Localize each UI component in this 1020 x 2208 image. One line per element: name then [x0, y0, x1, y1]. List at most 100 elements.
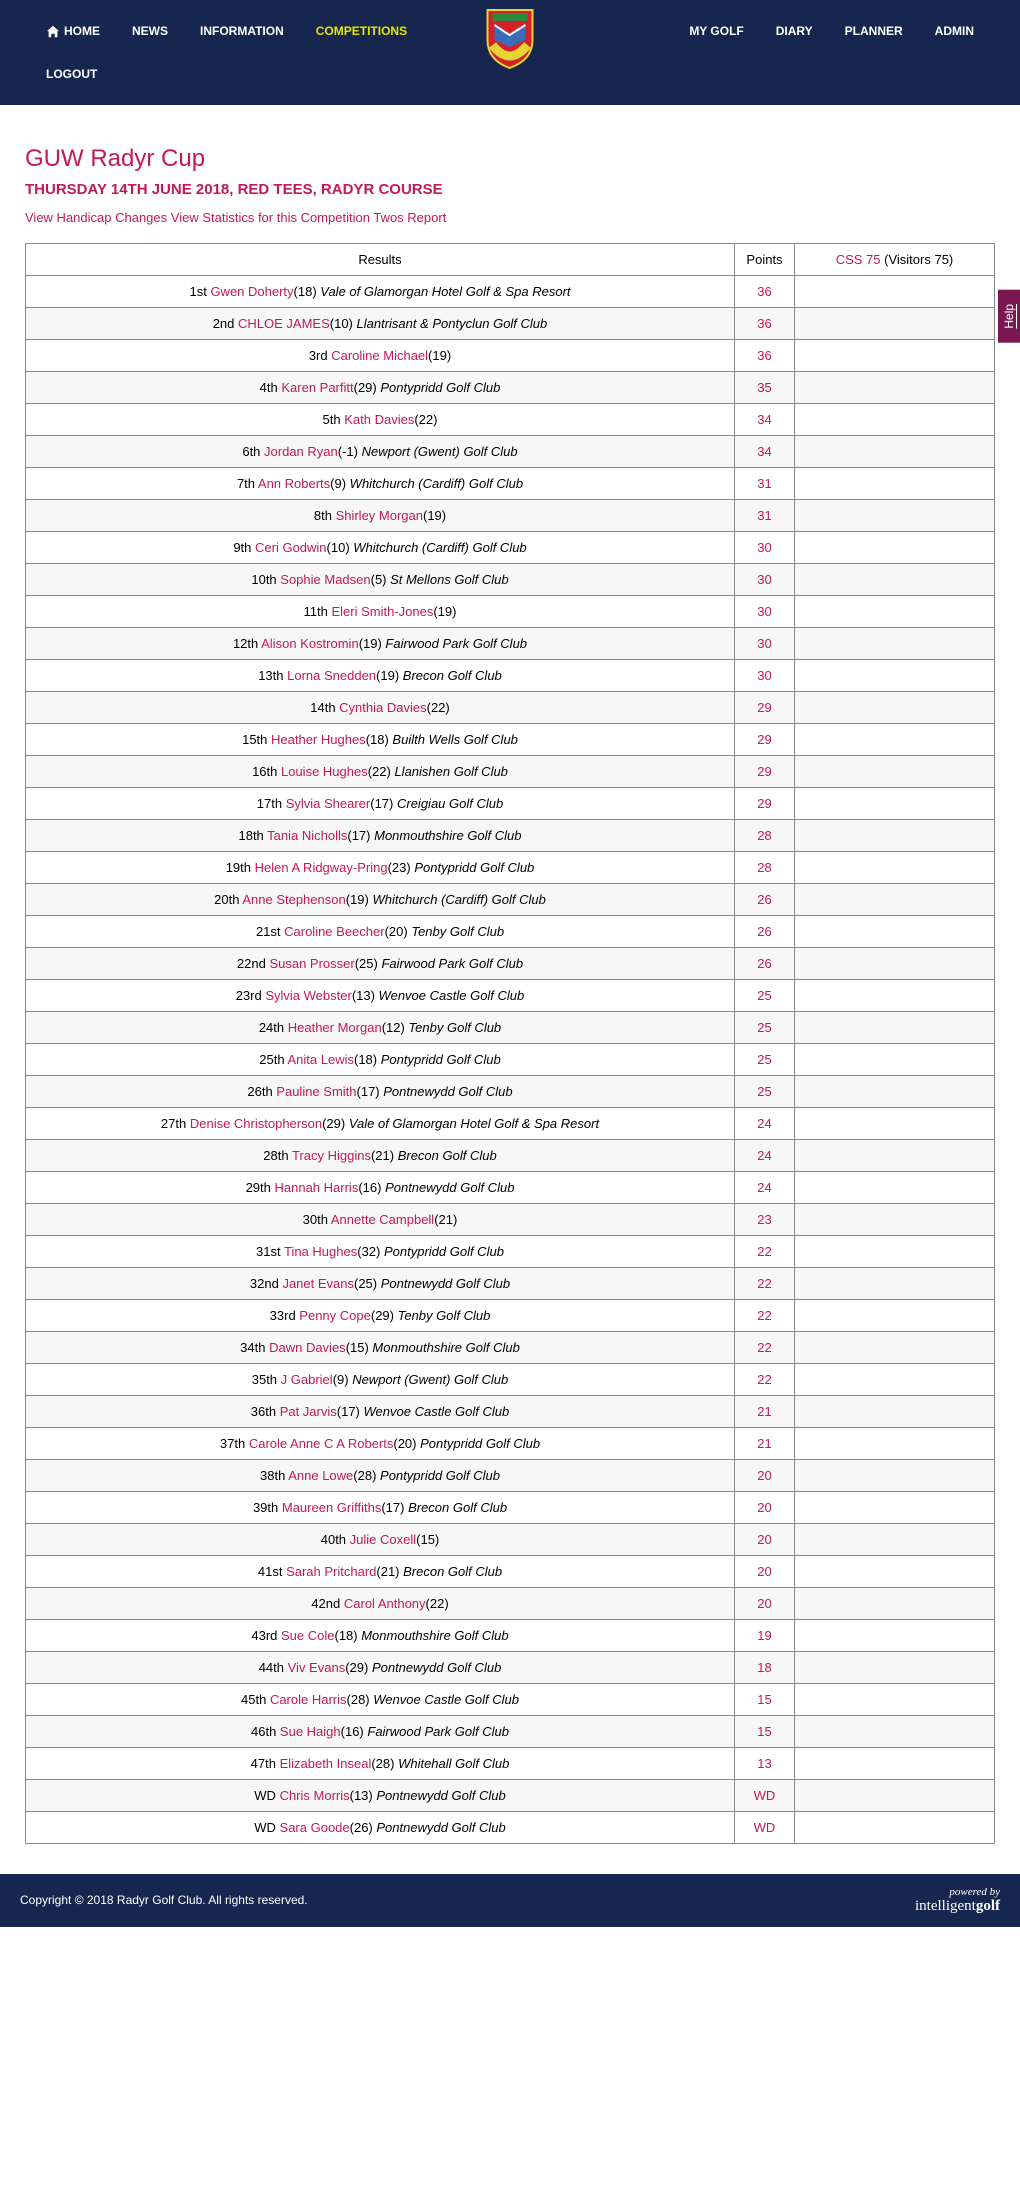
player-link[interactable]: Sue Haigh	[280, 1724, 341, 1739]
player-link[interactable]: Denise Christopherson	[190, 1116, 322, 1131]
player-link[interactable]: Karen Parfitt	[281, 380, 353, 395]
handicap: (15)	[416, 1532, 439, 1547]
points-cell: 21	[735, 1427, 795, 1459]
handicap: (17)	[370, 796, 393, 811]
player-link[interactable]: Anne Lowe	[288, 1468, 353, 1483]
player-link[interactable]: Sylvia Shearer	[286, 796, 371, 811]
nav-mygolf[interactable]: MY GOLF	[673, 10, 759, 52]
player-link[interactable]: Dawn Davies	[269, 1340, 346, 1355]
table-row: 8th Shirley Morgan(19)31	[26, 499, 995, 531]
points-cell: 26	[735, 947, 795, 979]
player-link[interactable]: Susan Prosser	[269, 956, 354, 971]
player-link[interactable]: Helen A Ridgway-Pring	[255, 860, 388, 875]
club-name: Fairwood Park Golf Club	[378, 956, 523, 971]
player-link[interactable]: CHLOE JAMES	[238, 316, 330, 331]
player-link[interactable]: Alison Kostromin	[261, 636, 359, 651]
css-link[interactable]: CSS 75	[836, 252, 881, 267]
nav-planner[interactable]: PLANNER	[829, 10, 919, 52]
club-name: Newport (Gwent) Golf Club	[358, 444, 518, 459]
player-link[interactable]: Anne Stephenson	[242, 892, 345, 907]
club-name: Wenvoe Castle Golf Club	[375, 988, 524, 1003]
position: 30th	[303, 1212, 331, 1227]
player-link[interactable]: Hannah Harris	[275, 1180, 359, 1195]
handicap: (29)	[371, 1308, 394, 1323]
page-title: GUW Radyr Cup	[25, 145, 995, 173]
powered-by[interactable]: powered by intelligentgolf	[915, 1886, 1000, 1915]
player-link[interactable]: Penny Cope	[299, 1308, 371, 1323]
player-link[interactable]: Chris Morris	[280, 1788, 350, 1803]
player-link[interactable]: Heather Morgan	[288, 1020, 382, 1035]
player-link[interactable]: Cynthia Davies	[339, 700, 426, 715]
player-link[interactable]: Sara Goode	[280, 1820, 350, 1835]
table-row: 40th Julie Coxell(15)20	[26, 1523, 995, 1555]
handicap: (28)	[347, 1692, 370, 1707]
nav-information[interactable]: INFORMATION	[184, 10, 300, 52]
points-cell: 31	[735, 467, 795, 499]
player-link[interactable]: Ann Roberts	[258, 476, 330, 491]
table-row: 22nd Susan Prosser(25) Fairwood Park Gol…	[26, 947, 995, 979]
player-link[interactable]: Anita Lewis	[288, 1052, 354, 1067]
position: 17th	[257, 796, 286, 811]
player-link[interactable]: Sophie Madsen	[280, 572, 370, 587]
position: 41st	[258, 1564, 286, 1579]
nav-news[interactable]: NEWS	[116, 10, 184, 52]
club-logo[interactable]	[483, 5, 538, 75]
css-cell	[795, 755, 995, 787]
player-link[interactable]: Lorna Snedden	[287, 668, 376, 683]
player-link[interactable]: Carol Anthony	[344, 1596, 426, 1611]
result-cell: 42nd Carol Anthony(22)	[26, 1587, 735, 1619]
help-tab[interactable]: Help	[998, 290, 1020, 343]
link-statistics[interactable]: View Statistics for this Competition	[171, 210, 370, 225]
player-link[interactable]: Pauline Smith	[276, 1084, 356, 1099]
player-link[interactable]: Janet Evans	[282, 1276, 354, 1291]
club-name: Monmouthshire Golf Club	[369, 1340, 520, 1355]
player-link[interactable]: Pat Jarvis	[280, 1404, 337, 1419]
player-link[interactable]: Shirley Morgan	[336, 508, 423, 523]
player-link[interactable]: Ceri Godwin	[255, 540, 327, 555]
player-link[interactable]: Carole Harris	[270, 1692, 347, 1707]
player-link[interactable]: Gwen Doherty	[210, 284, 293, 299]
css-cell	[795, 787, 995, 819]
player-link[interactable]: Heather Hughes	[271, 732, 366, 747]
player-link[interactable]: Caroline Beecher	[284, 924, 384, 939]
player-link[interactable]: Eleri Smith-Jones	[331, 604, 433, 619]
nav-competitions[interactable]: COMPETITIONS	[300, 10, 423, 52]
player-link[interactable]: Jordan Ryan	[264, 444, 338, 459]
player-link[interactable]: Tania Nicholls	[267, 828, 347, 843]
nav-logout[interactable]: LOGOUT	[30, 53, 113, 95]
link-handicap-changes[interactable]: View Handicap Changes	[25, 210, 167, 225]
table-row: 5th Kath Davies(22)34	[26, 403, 995, 435]
player-link[interactable]: Tina Hughes	[284, 1244, 357, 1259]
position: 4th	[260, 380, 282, 395]
player-link[interactable]: Maureen Griffiths	[282, 1500, 381, 1515]
club-name: Brecon Golf Club	[399, 668, 502, 683]
table-row: 32nd Janet Evans(25) Pontnewydd Golf Clu…	[26, 1267, 995, 1299]
player-link[interactable]: Tracy Higgins	[292, 1148, 371, 1163]
handicap: (29)	[322, 1116, 345, 1131]
player-link[interactable]: Julie Coxell	[350, 1532, 416, 1547]
player-link[interactable]: Kath Davies	[344, 412, 414, 427]
nav-diary[interactable]: DIARY	[760, 10, 829, 52]
player-link[interactable]: Sarah Pritchard	[286, 1564, 376, 1579]
player-link[interactable]: Annette Campbell	[331, 1212, 434, 1227]
player-link[interactable]: Elizabeth Inseal	[280, 1756, 372, 1771]
club-name: Fairwood Park Golf Club	[382, 636, 527, 651]
player-link[interactable]: Viv Evans	[288, 1660, 346, 1675]
player-link[interactable]: J Gabriel	[281, 1372, 333, 1387]
club-name: Pontnewydd Golf Club	[373, 1820, 506, 1835]
link-twos-report[interactable]: Twos Report	[373, 210, 446, 225]
player-link[interactable]: Louise Hughes	[281, 764, 368, 779]
css-cell	[795, 531, 995, 563]
table-row: 4th Karen Parfitt(29) Pontypridd Golf Cl…	[26, 371, 995, 403]
player-link[interactable]: Caroline Michael	[331, 348, 428, 363]
css-cell	[795, 1715, 995, 1747]
handicap: (19)	[423, 508, 446, 523]
nav-admin[interactable]: ADMIN	[919, 10, 990, 52]
nav-home[interactable]: HOME	[30, 10, 116, 53]
player-link[interactable]: Sylvia Webster	[265, 988, 351, 1003]
player-link[interactable]: Carole Anne C A Roberts	[249, 1436, 394, 1451]
player-link[interactable]: Sue Cole	[281, 1628, 334, 1643]
result-cell: 9th Ceri Godwin(10) Whitchurch (Cardiff)…	[26, 531, 735, 563]
result-cell: 20th Anne Stephenson(19) Whitchurch (Car…	[26, 883, 735, 915]
club-name: Pontypridd Golf Club	[377, 1052, 501, 1067]
